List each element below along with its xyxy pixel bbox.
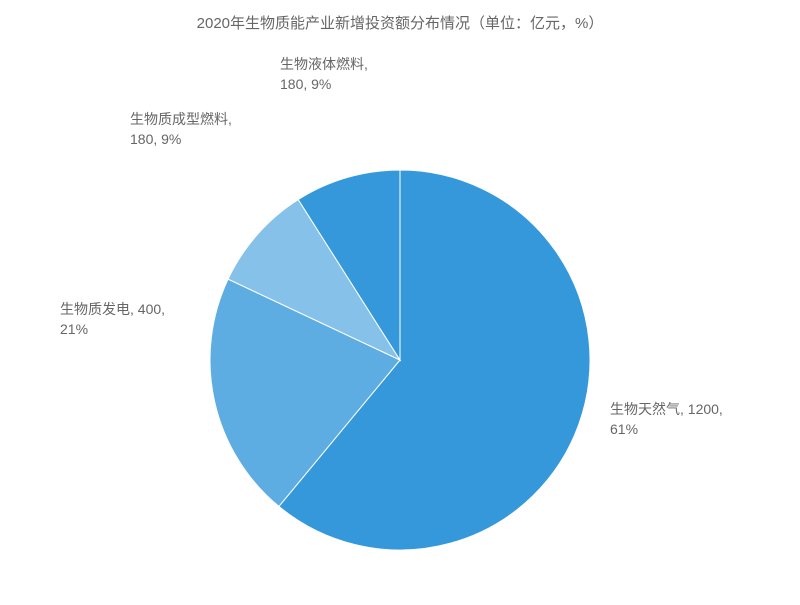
slice-label-0: 生物天然气, 1200,61% [610, 400, 723, 439]
slice-label-3: 生物液体燃料,180, 9% [280, 55, 368, 94]
chart-title: 2020年生物质能产业新增投资额分布情况（单位：亿元，%） [0, 12, 800, 33]
slice-label-1: 生物质发电, 400,21% [60, 300, 165, 339]
pie-chart [0, 60, 800, 520]
slice-label-2: 生物质成型燃料,180, 9% [130, 110, 232, 149]
